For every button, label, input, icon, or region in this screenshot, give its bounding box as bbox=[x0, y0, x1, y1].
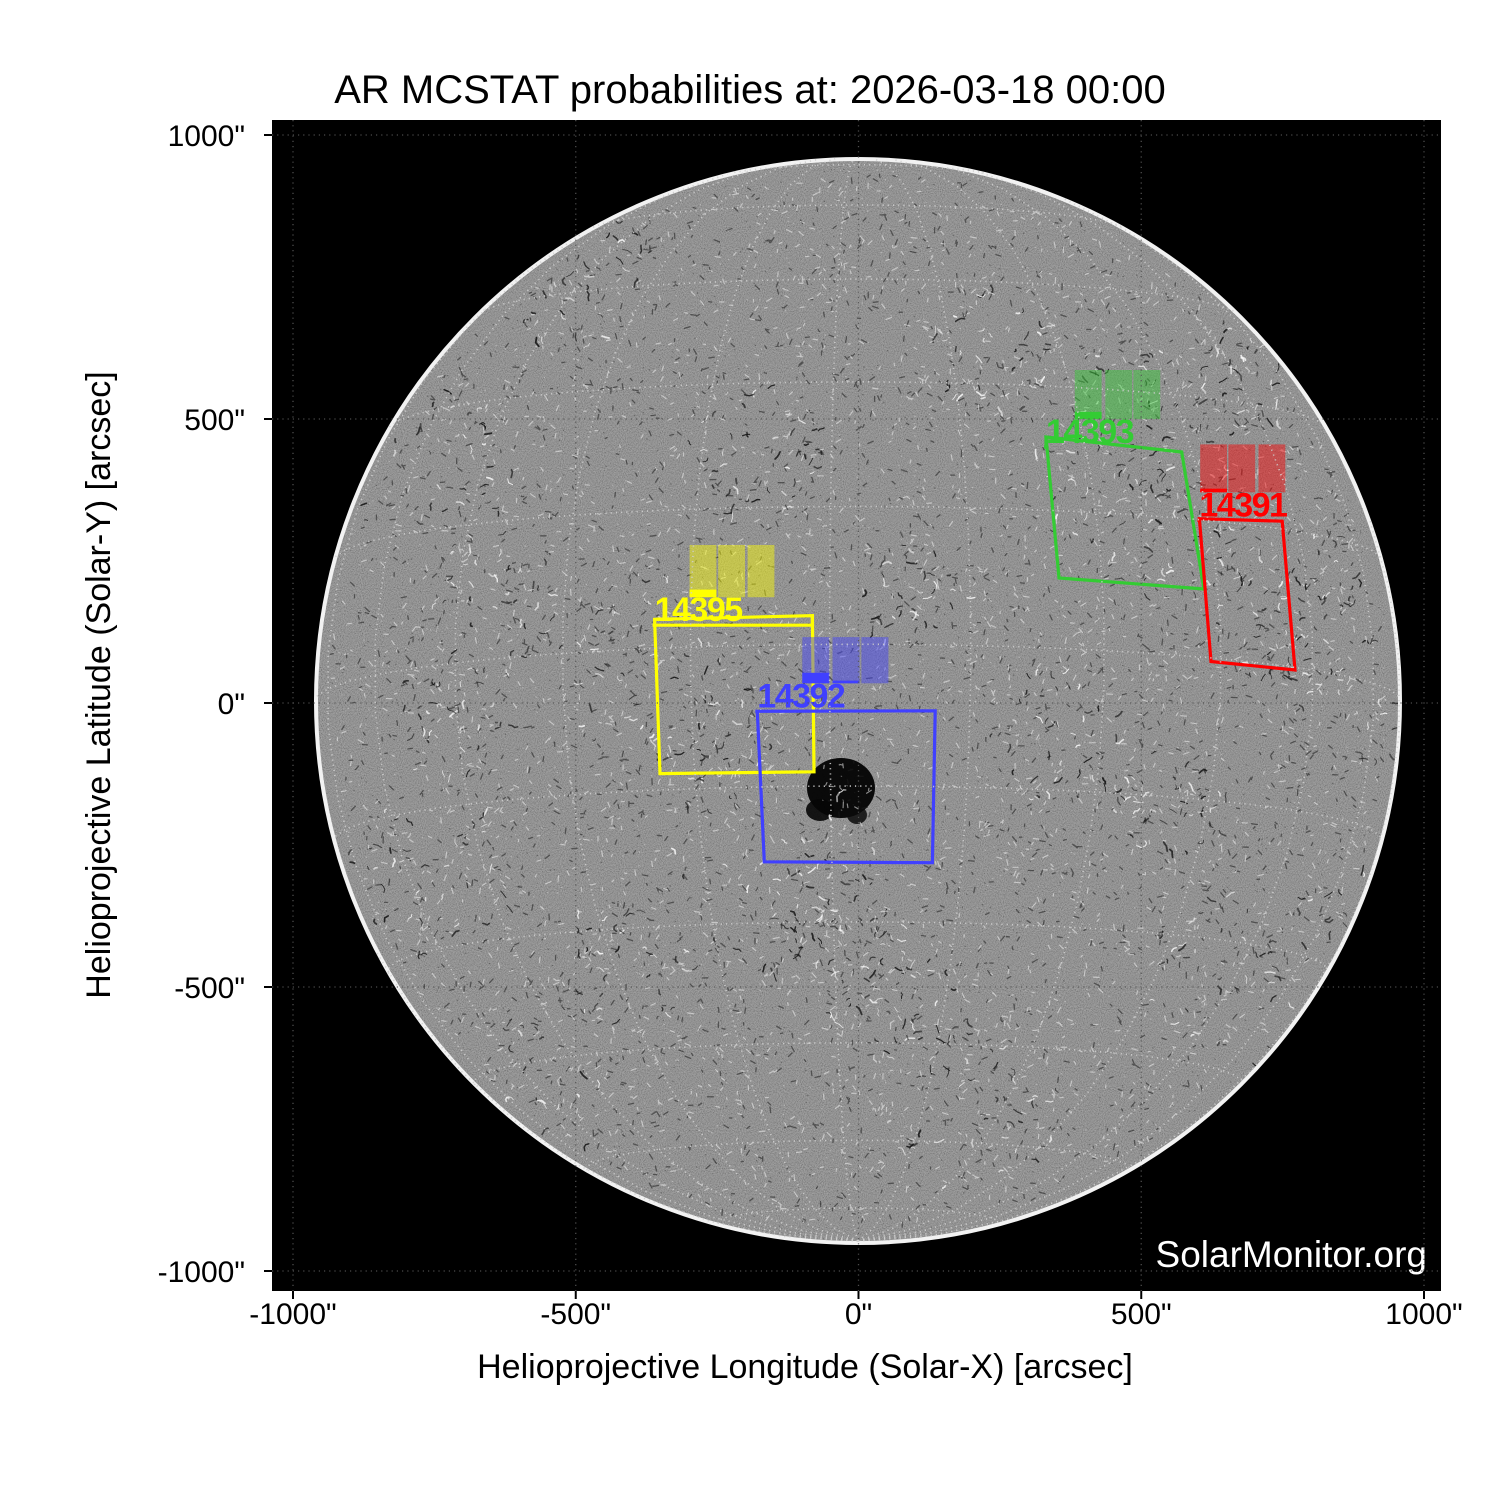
svg-text:SolarMonitor.org: SolarMonitor.org bbox=[1156, 1234, 1427, 1275]
svg-text:14391: 14391 bbox=[1199, 486, 1287, 524]
svg-text:14395: 14395 bbox=[655, 591, 743, 629]
svg-text:14392: 14392 bbox=[757, 677, 845, 715]
